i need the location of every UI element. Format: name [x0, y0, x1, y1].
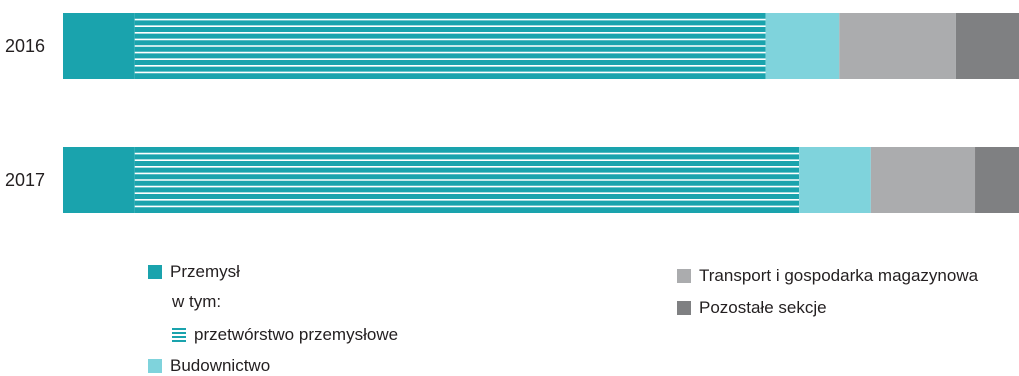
stripe-pattern-2017 [134, 152, 800, 208]
bar-segment-przemysl-2017 [63, 147, 135, 213]
bar-segment-transport-i-gospodarka-magazynowa-2017 [870, 147, 976, 213]
legend-item-budownictwo: Budownictwo [148, 356, 270, 376]
bar-segment-transport-i-gospodarka-magazynowa-2016 [839, 13, 956, 79]
legend-swatch-transport [677, 269, 691, 283]
legend-note-w-tym: w tym: [172, 292, 221, 312]
category-label-2016: 2016 [5, 36, 45, 56]
legend-swatch-przetworstwo [172, 328, 186, 342]
bar-segment-pozostale-sekcje-2016 [955, 13, 1019, 79]
category-label-2017: 2017 [5, 170, 45, 190]
bar-segment-pozostale-sekcje-2017 [975, 147, 1019, 213]
bar-segment-budownictwo-2016 [765, 13, 840, 79]
legend-label-przetworstwo: przetwórstwo przemysłowe [194, 325, 399, 344]
legend-label-w-tym: w tym: [172, 292, 222, 311]
legend-swatch-budownictwo [148, 359, 162, 373]
legend-item-transport: Transport i gospodarka magazynowa [677, 266, 978, 286]
legend-item-przemysl: Przemysł [148, 262, 240, 282]
legend-item-przetworstwo: przetwórstwo przemysłowe [172, 325, 398, 345]
legend-label-budownictwo: Budownictwo [170, 356, 271, 375]
legend-swatch-przemysl [148, 265, 162, 279]
legend-label-transport: Transport i gospodarka magazynowa [699, 266, 979, 285]
legend-item-pozostale: Pozostałe sekcje [677, 298, 827, 318]
legend-label-pozostale: Pozostałe sekcje [699, 298, 827, 317]
stripe-pattern-2016 [134, 18, 766, 74]
bar-segment-budownictwo-2017 [799, 147, 871, 213]
legend-label-przemysl: Przemysł [170, 262, 240, 281]
legend-swatch-pozostale [677, 301, 691, 315]
bar-segment-przemysl-2016 [63, 13, 135, 79]
